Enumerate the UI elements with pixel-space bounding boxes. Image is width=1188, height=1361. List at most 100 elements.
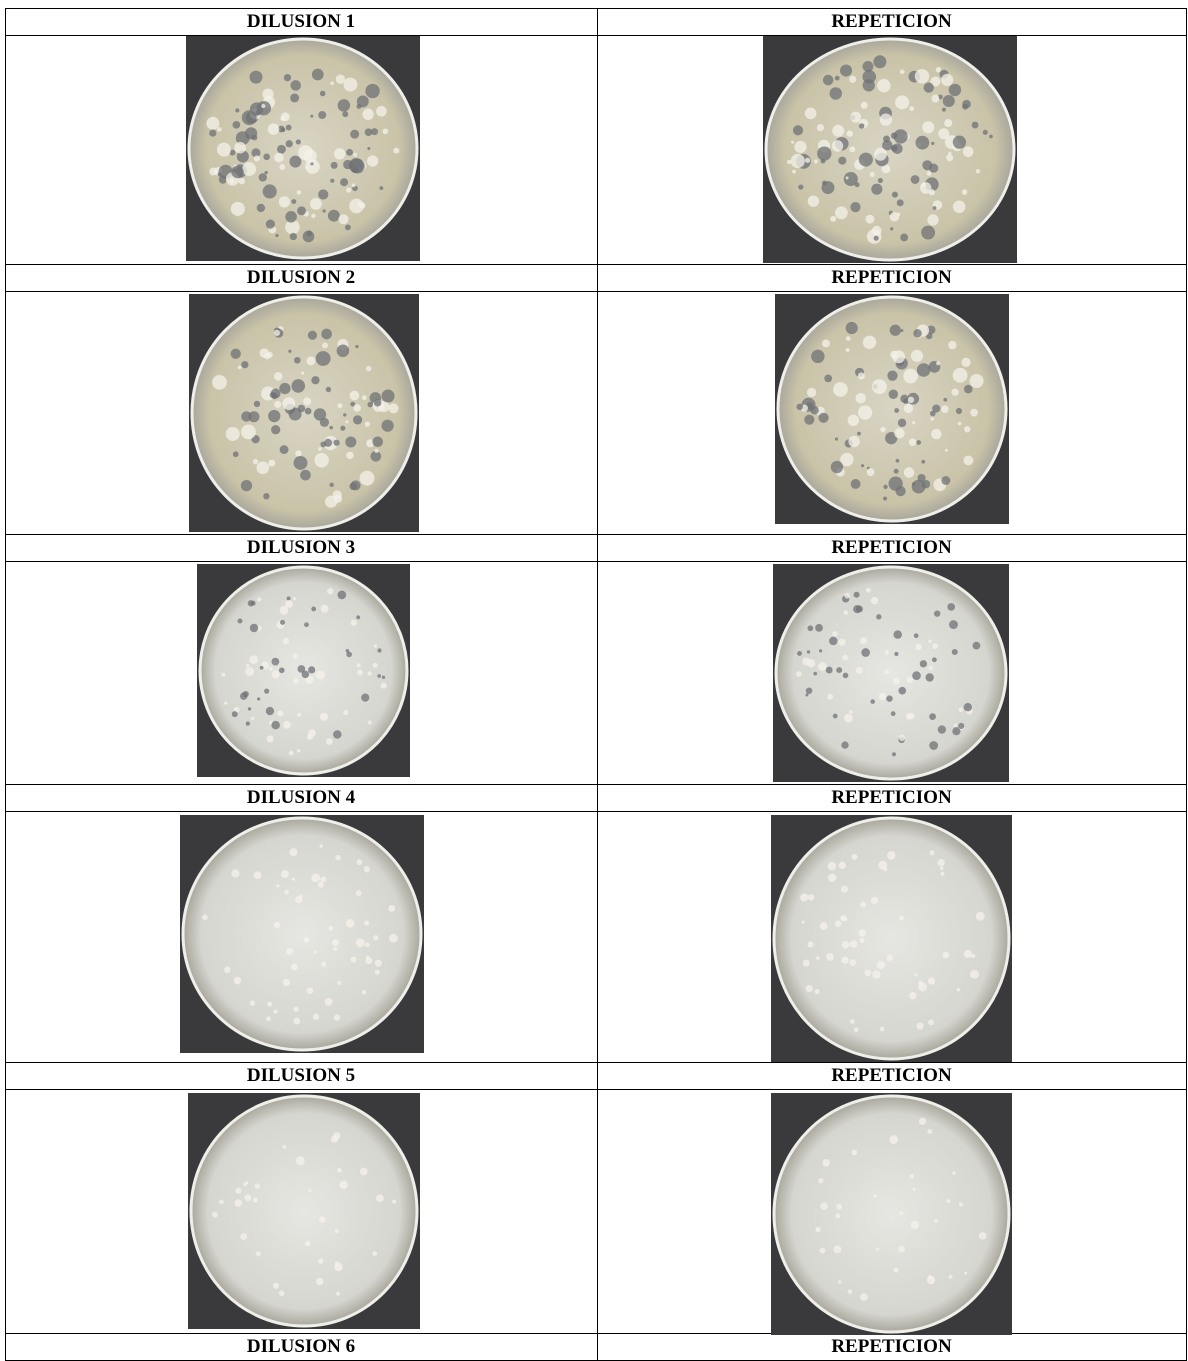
colony xyxy=(328,925,334,931)
colony xyxy=(235,1187,242,1194)
colony xyxy=(333,1014,341,1021)
colony xyxy=(257,597,262,602)
colony xyxy=(282,1144,287,1149)
colony xyxy=(217,172,222,177)
colony xyxy=(939,866,944,870)
colony xyxy=(224,701,228,705)
colony xyxy=(380,682,387,689)
colony xyxy=(301,371,305,375)
colony xyxy=(367,147,371,151)
colony xyxy=(853,591,860,598)
colony xyxy=(285,600,293,608)
colony xyxy=(969,373,984,389)
colony xyxy=(918,1117,927,1126)
colony xyxy=(253,400,261,408)
colony xyxy=(840,915,847,922)
colony xyxy=(947,603,956,611)
colony xyxy=(377,648,382,653)
colony xyxy=(373,935,379,941)
colony xyxy=(257,697,261,701)
colony xyxy=(319,417,330,427)
colony xyxy=(862,69,877,84)
colony xyxy=(847,1289,853,1294)
colony xyxy=(216,127,222,132)
colony xyxy=(209,167,218,176)
colony xyxy=(355,890,362,897)
colony xyxy=(825,666,833,674)
colony xyxy=(319,844,323,848)
colony xyxy=(349,198,364,214)
colony xyxy=(866,468,875,477)
colony xyxy=(248,411,260,423)
colony xyxy=(335,854,341,861)
colony xyxy=(853,605,862,614)
colony xyxy=(877,177,883,184)
colony xyxy=(324,997,333,1006)
colony xyxy=(293,1006,299,1012)
colony xyxy=(962,103,969,110)
colony xyxy=(884,650,889,655)
colony xyxy=(804,414,815,425)
colony xyxy=(393,147,400,154)
colony xyxy=(831,140,844,152)
colony xyxy=(935,66,942,73)
colony xyxy=(273,921,281,929)
colony xyxy=(268,409,281,423)
colony xyxy=(361,990,367,995)
colony xyxy=(826,953,834,961)
colony xyxy=(333,946,338,951)
colony xyxy=(271,393,278,400)
colony xyxy=(883,484,888,490)
colony xyxy=(288,349,292,353)
colony xyxy=(923,82,934,93)
colony xyxy=(948,340,957,350)
colony xyxy=(231,711,238,718)
colony xyxy=(891,191,898,198)
colony xyxy=(896,199,904,207)
colony xyxy=(797,650,802,656)
colony xyxy=(289,232,297,241)
colony xyxy=(805,687,813,694)
colony xyxy=(350,619,357,626)
colony xyxy=(860,637,868,645)
colony xyxy=(237,365,242,370)
colony xyxy=(944,119,953,128)
colony xyxy=(807,195,820,207)
colony xyxy=(321,961,327,967)
colony xyxy=(845,176,849,180)
colony xyxy=(836,1203,843,1210)
colony xyxy=(364,920,370,926)
colony xyxy=(241,424,256,440)
colony xyxy=(279,382,291,395)
colony xyxy=(894,408,900,413)
colony xyxy=(367,401,373,408)
colony xyxy=(255,1251,261,1257)
colony xyxy=(334,1262,343,1272)
colony xyxy=(283,720,291,729)
colony xyxy=(231,165,244,179)
colony xyxy=(891,143,903,154)
colony xyxy=(849,146,856,153)
colony xyxy=(929,713,936,721)
colony xyxy=(855,392,866,404)
colony xyxy=(303,149,317,163)
petri-dish-photo xyxy=(180,815,424,1053)
colony xyxy=(366,439,375,448)
colony xyxy=(915,135,930,150)
colony xyxy=(224,966,231,974)
colony xyxy=(860,901,867,908)
colony xyxy=(318,189,329,200)
colony xyxy=(940,871,945,876)
colony xyxy=(268,459,276,467)
colony xyxy=(364,421,371,427)
colony xyxy=(313,408,327,421)
colony xyxy=(278,196,291,208)
colony xyxy=(240,1233,248,1240)
colony xyxy=(938,128,950,140)
colony xyxy=(295,896,303,904)
colony xyxy=(903,368,918,384)
colony xyxy=(304,407,312,415)
colony xyxy=(802,959,810,967)
colony xyxy=(332,939,340,947)
colony xyxy=(329,425,334,430)
